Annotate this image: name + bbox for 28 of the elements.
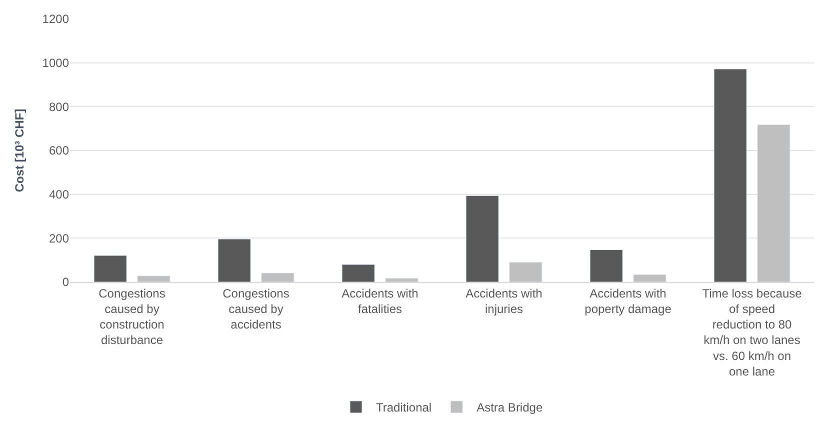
bar: [218, 238, 251, 282]
y-tick-label: 400: [48, 188, 70, 202]
x-tick-label: Accidents with injuries: [466, 286, 542, 316]
y-tick-label: 1200: [42, 12, 70, 26]
bar: [385, 278, 418, 282]
y-tick-label: 800: [48, 100, 70, 114]
x-tick-label: Time loss because of speed reduction to 80 km/h on two lanes vs. 60 km/h on one lane: [702, 286, 802, 378]
y-tick-label: 600: [48, 144, 70, 158]
x-tick-label: Accidents with poperty damage: [584, 286, 672, 316]
y-tick-label: 1000: [42, 56, 70, 70]
y-axis-title: Cost [10³ CHF]: [12, 108, 27, 192]
x-tick-label: Accidents with fatalities: [342, 286, 418, 316]
bar: [633, 274, 666, 282]
bar: [342, 264, 375, 282]
y-tick-label: 200: [48, 231, 70, 246]
bar: [509, 262, 542, 282]
x-tick-label: Congestions caused by accidents: [222, 286, 290, 332]
y-tick-label: 0: [62, 275, 70, 290]
bar: [137, 276, 170, 282]
bar: [94, 255, 127, 282]
x-tick-label: Congestions caused by construction disturbance: [98, 286, 166, 348]
legend-label: Astra Bridge: [476, 400, 543, 415]
bar: [714, 68, 747, 282]
bar: [466, 195, 499, 282]
bar: [261, 272, 294, 282]
bar: [757, 124, 790, 282]
legend-label: Traditional: [376, 400, 432, 415]
bar: [590, 250, 623, 282]
